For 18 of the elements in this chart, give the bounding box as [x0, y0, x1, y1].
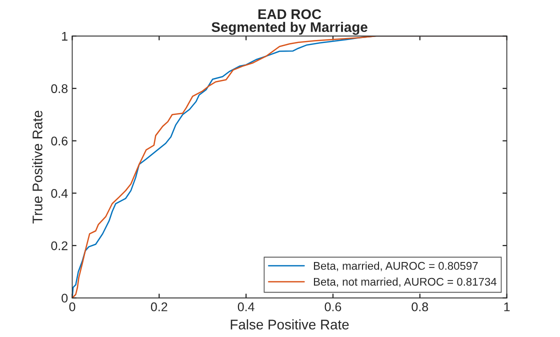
y-tick-label: 1	[62, 32, 68, 41]
x-tick-label: 0.6	[324, 302, 342, 312]
x-tick-label: 0.4	[238, 302, 254, 312]
x-tick-label: 0.2	[150, 302, 168, 312]
y-axis-title: True Positive Rate	[32, 110, 42, 224]
x-axis-title: False Positive Rate	[230, 319, 349, 330]
y-tick-label: 0.4	[51, 188, 68, 198]
y-tick-label: 0	[62, 294, 68, 303]
x-tick-label: 0	[69, 302, 76, 312]
legend-label: Beta, not married, AUROC = 0.81734	[314, 278, 496, 288]
chart-subtitle: Segmented by Marriage	[212, 22, 368, 35]
y-tick-label: 0.8	[51, 84, 68, 94]
x-tick-label: 1	[504, 302, 510, 312]
y-tick-label: 0.2	[51, 241, 68, 250]
legend-label: Beta, married, AUROC = 0.80597	[314, 262, 478, 272]
x-tick-label: 0.8	[412, 302, 428, 312]
y-tick-label: 0.6	[51, 136, 68, 146]
chart-title: EAD ROC	[258, 9, 322, 20]
